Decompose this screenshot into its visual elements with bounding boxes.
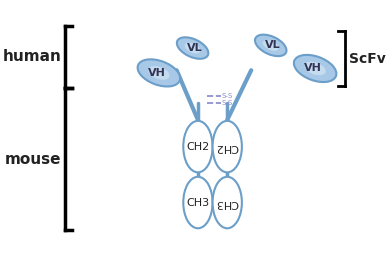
Text: CH2: CH2 <box>186 142 210 151</box>
Ellipse shape <box>255 35 286 56</box>
Ellipse shape <box>177 37 209 59</box>
Ellipse shape <box>212 177 242 228</box>
Ellipse shape <box>305 62 326 75</box>
Text: CH3: CH3 <box>186 198 210 208</box>
Text: CH2: CH2 <box>216 142 239 151</box>
Text: S-S: S-S <box>222 93 233 99</box>
Text: VH: VH <box>148 68 166 78</box>
Ellipse shape <box>185 43 200 53</box>
Text: human: human <box>2 49 61 64</box>
Text: S-S: S-S <box>222 100 233 106</box>
Ellipse shape <box>294 55 336 82</box>
Ellipse shape <box>263 40 279 51</box>
Ellipse shape <box>138 59 180 86</box>
Ellipse shape <box>212 121 242 172</box>
Text: VH: VH <box>305 63 322 73</box>
Text: VL: VL <box>187 43 202 53</box>
Ellipse shape <box>183 177 212 228</box>
Ellipse shape <box>183 121 212 172</box>
Ellipse shape <box>148 66 170 80</box>
Text: CH3: CH3 <box>216 198 239 208</box>
Text: ScFv: ScFv <box>349 52 385 66</box>
Text: VL: VL <box>265 40 280 50</box>
Text: mouse: mouse <box>5 151 61 166</box>
